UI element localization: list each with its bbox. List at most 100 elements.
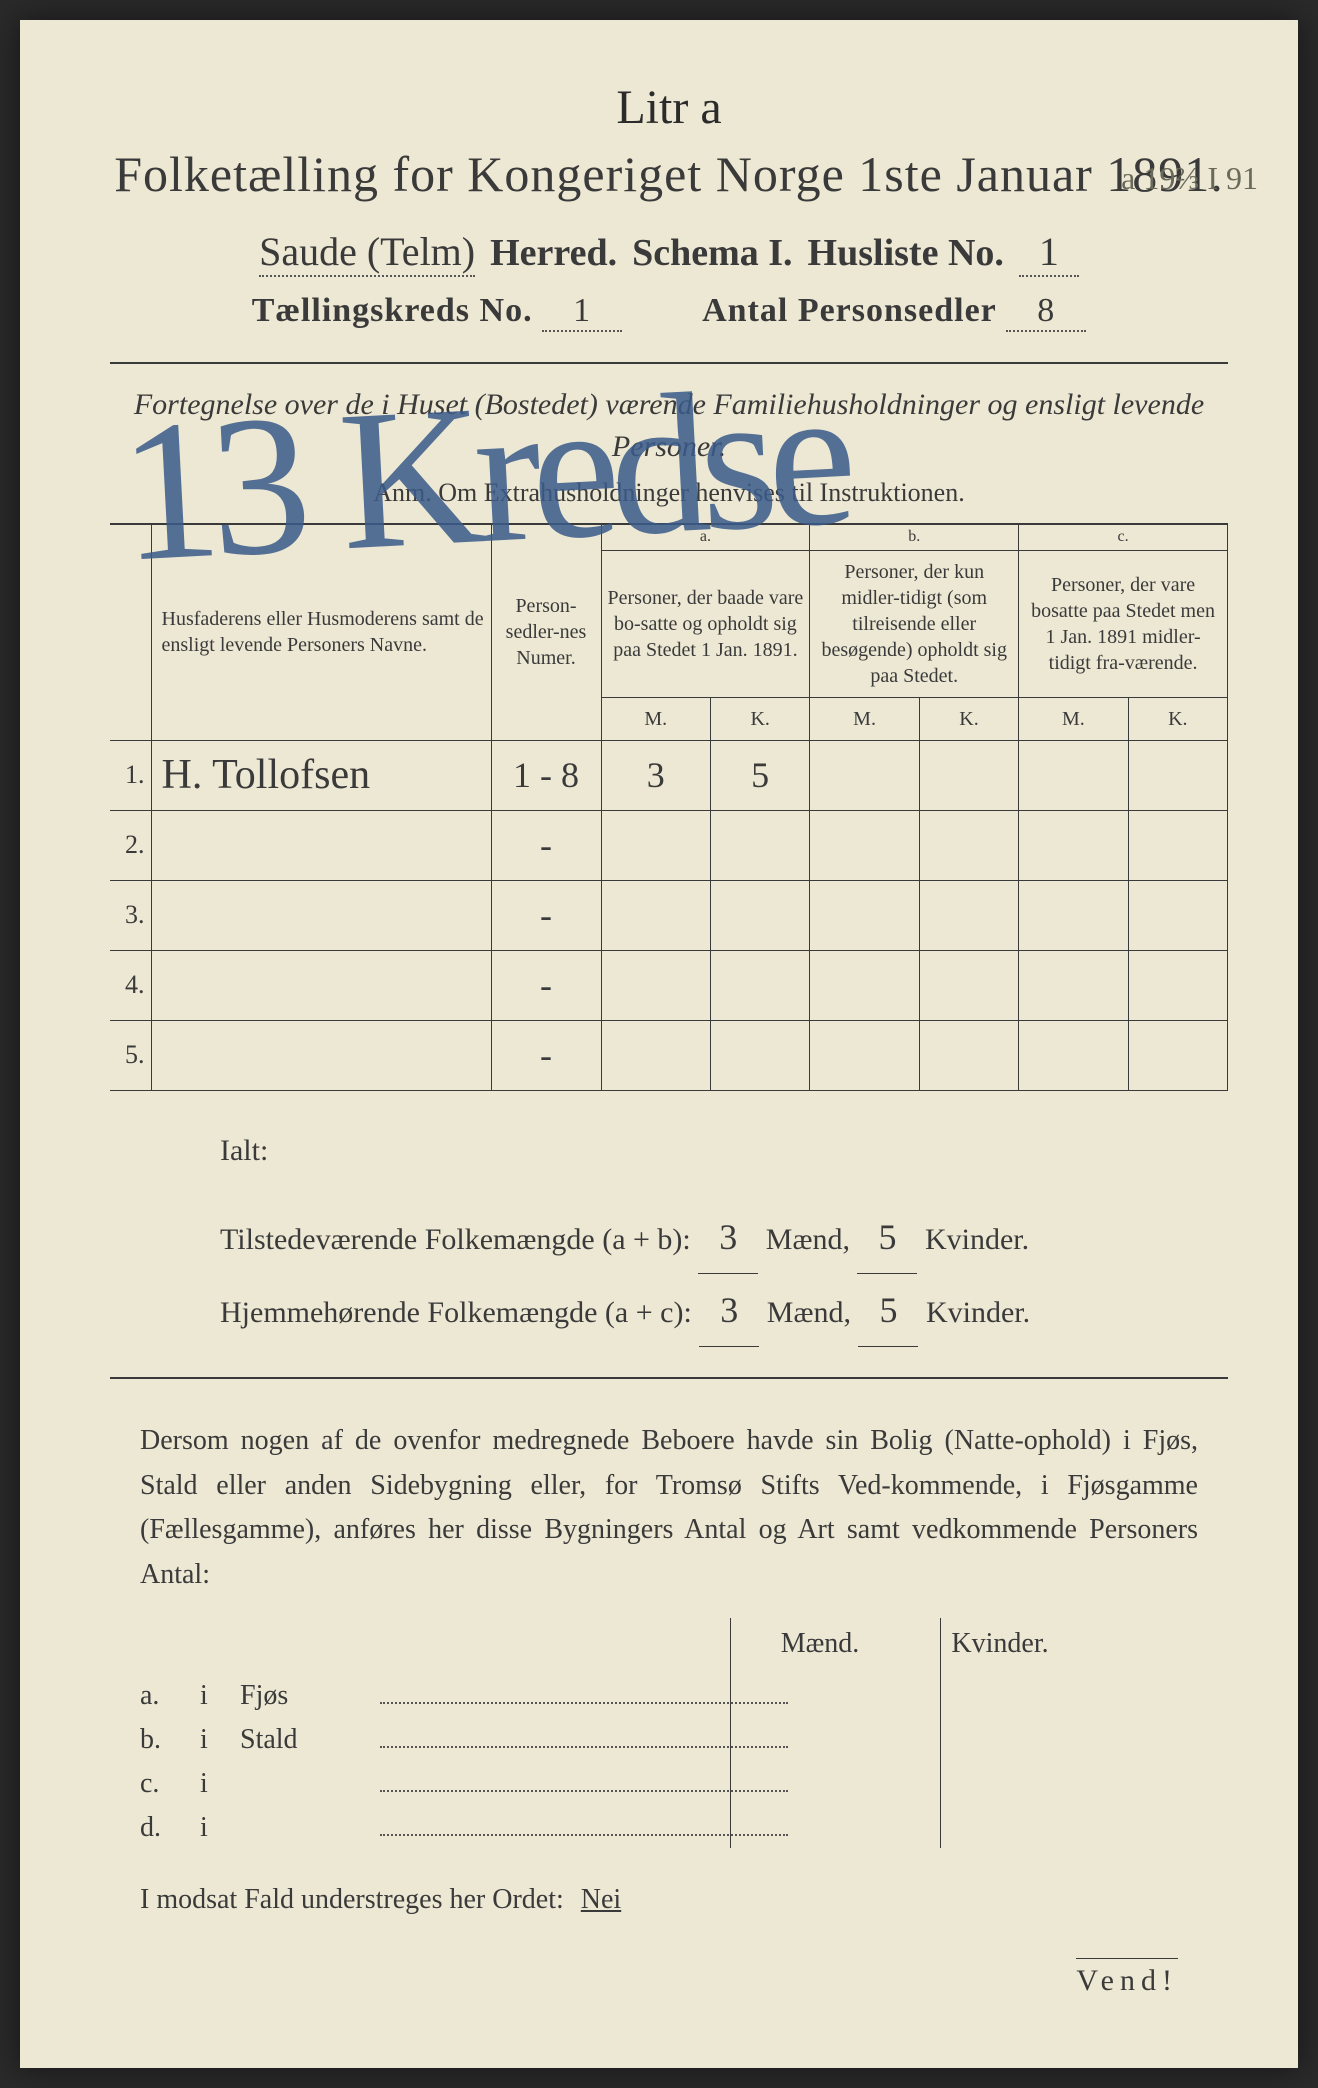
row-ck xyxy=(1128,810,1227,880)
col-b-label: b. xyxy=(810,524,1019,550)
row-cm xyxy=(1019,950,1129,1020)
row-bk xyxy=(919,1020,1018,1090)
bottom-label: I modsat Fald understreges her Ordet: xyxy=(140,1884,564,1915)
herred-value: Saude (Telm) xyxy=(259,228,475,277)
brow-dots xyxy=(380,1790,788,1792)
row-cm xyxy=(1019,810,1129,880)
ialt-label: Ialt: xyxy=(220,1121,1228,1181)
brow-letter: a. xyxy=(140,1680,200,1712)
row-bk xyxy=(919,880,1018,950)
row-numer: 1 - 8 xyxy=(491,740,601,810)
building-row: a.iFjøs xyxy=(140,1680,1198,1712)
row-numer: - xyxy=(491,950,601,1020)
row-cm xyxy=(1019,740,1129,810)
col-c-m: M. xyxy=(1019,697,1129,740)
tot1-k: 5 xyxy=(857,1201,917,1274)
antal-label: Antal Personsedler xyxy=(702,292,997,329)
col-head-c: Personer, der vare bosatte paa Stedet me… xyxy=(1019,550,1228,697)
table-row: 5. - xyxy=(110,1020,1228,1090)
row-bk xyxy=(919,740,1018,810)
table-row: 1.H. Tollofsen1 - 835 xyxy=(110,740,1228,810)
brow-i: i xyxy=(200,1812,240,1844)
brow-name: Fjøs xyxy=(240,1680,380,1712)
brow-name: Stald xyxy=(240,1724,380,1756)
row-ak xyxy=(711,810,810,880)
row-am xyxy=(601,1020,711,1090)
row-name xyxy=(151,810,491,880)
instruction-paragraph: Dersom nogen af de ovenfor medregnede Be… xyxy=(140,1419,1198,1598)
row-ak xyxy=(711,880,810,950)
census-form-page: a 19⅔ I 91 Litr a Folketælling for Konge… xyxy=(20,20,1298,2068)
row-bm xyxy=(810,740,920,810)
kreds-label: Tællingskreds No. xyxy=(252,292,533,329)
row-name xyxy=(151,1020,491,1090)
vline-2 xyxy=(940,1618,941,1848)
row-number: 4. xyxy=(110,950,151,1020)
vend-label: Vend! xyxy=(1076,1958,1178,1998)
kvinder-2: Kvinder. xyxy=(926,1296,1030,1329)
row-bm xyxy=(810,1020,920,1090)
brow-letter: b. xyxy=(140,1724,200,1756)
brow-dots xyxy=(380,1834,788,1836)
row-name xyxy=(151,880,491,950)
row-bm xyxy=(810,950,920,1020)
totals-block: Ialt: Tilstedeværende Folkemængde (a + b… xyxy=(220,1121,1228,1347)
tot2-k: 5 xyxy=(858,1274,918,1347)
row-ck xyxy=(1128,950,1227,1020)
tot1-m: 3 xyxy=(698,1201,758,1274)
row-cm xyxy=(1019,880,1129,950)
header-row-2: Tællingskreds No. 1 Antal Personsedler 8 xyxy=(110,292,1228,332)
row-number: 3. xyxy=(110,880,151,950)
col-head-b: Personer, der kun midler-tidigt (som til… xyxy=(810,550,1019,697)
col-head-name: Husfaderens eller Husmoderens samt de en… xyxy=(151,524,491,740)
household-table: Husfaderens eller Husmoderens samt de en… xyxy=(110,523,1228,1091)
col-head-a: Personer, der baade vare bo-satte og oph… xyxy=(601,550,810,697)
schema-label: Schema I. xyxy=(632,231,792,275)
tot2-label: Hjemmehørende Folkemængde (a + c): xyxy=(220,1296,692,1329)
row-bk xyxy=(919,810,1018,880)
row-bm xyxy=(810,880,920,950)
row-am xyxy=(601,880,711,950)
corner-annotation: a 19⅔ I 91 xyxy=(1121,160,1258,197)
table-row: 4. - xyxy=(110,950,1228,1020)
col-c-label: c. xyxy=(1019,524,1228,550)
husliste-value: 1 xyxy=(1019,228,1079,277)
top-handwritten-label: Litr a xyxy=(110,80,1228,135)
table-row: 2. - xyxy=(110,810,1228,880)
maend-1: Mænd, xyxy=(766,1223,850,1256)
col-b-m: M. xyxy=(810,697,920,740)
building-row: c.i xyxy=(140,1768,1198,1800)
brow-letter: d. xyxy=(140,1812,200,1844)
row-numer: - xyxy=(491,810,601,880)
row-ak xyxy=(711,1020,810,1090)
kreds-value: 1 xyxy=(542,292,622,332)
col-c-k: K. xyxy=(1128,697,1227,740)
row-bk xyxy=(919,950,1018,1020)
brow-i: i xyxy=(200,1724,240,1756)
brow-i: i xyxy=(200,1680,240,1712)
building-row: b.iStald xyxy=(140,1724,1198,1756)
row-bm xyxy=(810,810,920,880)
rule-2 xyxy=(110,1377,1228,1379)
brow-dots xyxy=(380,1746,788,1748)
building-header: Mænd. Kvinder. xyxy=(730,1628,1228,1660)
row-number: 2. xyxy=(110,810,151,880)
form-title: Folketælling for Kongeriget Norge 1ste J… xyxy=(110,145,1228,203)
form-subtitle: Fortegnelse over de i Huset (Bostedet) v… xyxy=(110,384,1228,468)
herred-label: Herred. xyxy=(490,231,617,275)
brow-dots xyxy=(380,1702,788,1704)
row-cm xyxy=(1019,1020,1129,1090)
row-number: 5. xyxy=(110,1020,151,1090)
tot2-m: 3 xyxy=(699,1274,759,1347)
brow-i: i xyxy=(200,1768,240,1800)
bhead-m: Mænd. xyxy=(730,1628,910,1660)
antal-value: 8 xyxy=(1006,292,1086,332)
row-ck xyxy=(1128,740,1227,810)
note-line: Anm. Om Extrahusholdninger henvises til … xyxy=(110,478,1228,508)
col-a-k: K. xyxy=(711,697,810,740)
kvinder-1: Kvinder. xyxy=(925,1223,1029,1256)
col-a-label: a. xyxy=(601,524,810,550)
row-number: 1. xyxy=(110,740,151,810)
husliste-label: Husliste No. xyxy=(808,231,1004,275)
row-numer: - xyxy=(491,1020,601,1090)
